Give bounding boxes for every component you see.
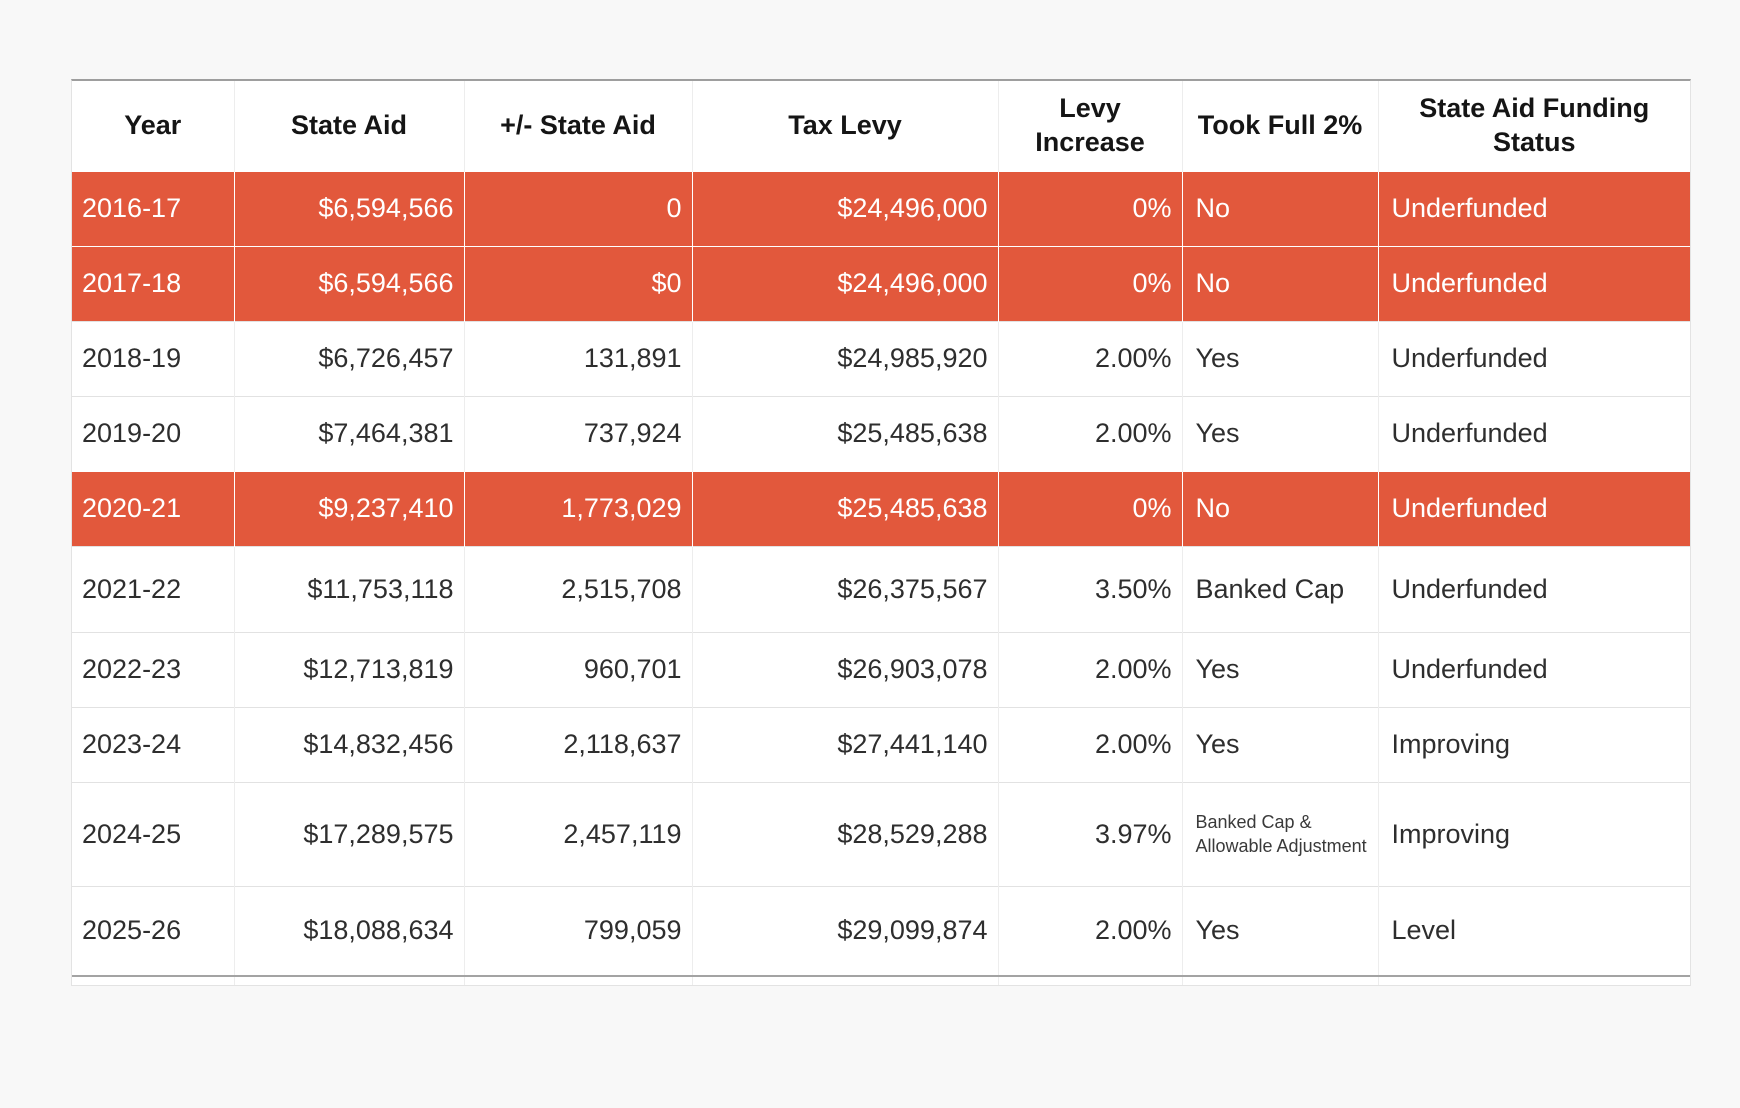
took-full-2-cell: Yes bbox=[1182, 706, 1379, 782]
delta-state-aid-cell: $0 bbox=[464, 245, 693, 321]
funding-status-cell: Underfunded bbox=[1378, 395, 1690, 471]
delta-state-aid-cell: 799,059 bbox=[464, 885, 693, 976]
levy-increase-cell: 2.00% bbox=[998, 320, 1183, 396]
state-aid-cell: $12,713,819 bbox=[234, 631, 465, 707]
delta-state-aid-cell: 2,515,708 bbox=[464, 545, 693, 632]
delta-state-aid-cell: 2,457,119 bbox=[464, 781, 693, 886]
year-cell: 2016-17 bbox=[72, 170, 235, 246]
col-header-delta-state-aid: +/- State Aid bbox=[464, 81, 693, 171]
funding-status-cell: Underfunded bbox=[1378, 545, 1690, 632]
year-cell: 2018-19 bbox=[72, 320, 235, 396]
state-aid-cell bbox=[234, 975, 465, 985]
levy-increase-cell: 2.00% bbox=[998, 885, 1183, 976]
funding-status-cell bbox=[1378, 975, 1690, 985]
table-row: 2021-22 $11,753,118 2,515,708 $26,375,56… bbox=[72, 545, 1690, 632]
levy-increase-cell: 3.50% bbox=[998, 545, 1183, 632]
tax-levy-cell: $24,985,920 bbox=[692, 320, 999, 396]
funding-status-cell: Underfunded bbox=[1378, 320, 1690, 396]
state-aid-cell: $6,594,566 bbox=[234, 245, 465, 321]
table-row: 2025-26 $18,088,634 799,059 $29,099,874 … bbox=[72, 885, 1690, 976]
tax-levy-cell: $25,485,638 bbox=[692, 470, 999, 546]
tax-levy-cell: $24,496,000 bbox=[692, 245, 999, 321]
tax-levy-cell: $27,441,140 bbox=[692, 706, 999, 782]
table-row: 2019-20 $7,464,381 737,924 $25,485,638 2… bbox=[72, 395, 1690, 471]
took-full-2-cell: No bbox=[1182, 470, 1379, 546]
took-full-2-cell: Yes bbox=[1182, 395, 1379, 471]
delta-state-aid-cell: 737,924 bbox=[464, 395, 693, 471]
year-cell: 2024-25 bbox=[72, 781, 235, 886]
funding-status-cell: Level bbox=[1378, 885, 1690, 976]
took-full-2-cell: No bbox=[1182, 245, 1379, 321]
delta-state-aid-cell: 1,773,029 bbox=[464, 470, 693, 546]
delta-state-aid-cell: 0 bbox=[464, 170, 693, 246]
took-full-2-cell: Yes bbox=[1182, 320, 1379, 396]
tax-levy-cell: $26,903,078 bbox=[692, 631, 999, 707]
took-full-2-cell: Yes bbox=[1182, 631, 1379, 707]
levy-increase-cell: 2.00% bbox=[998, 631, 1183, 707]
year-cell: 2023-24 bbox=[72, 706, 235, 782]
state-aid-cell: $17,289,575 bbox=[234, 781, 465, 886]
year-cell: 2025-26 bbox=[72, 885, 235, 976]
state-aid-cell: $9,237,410 bbox=[234, 470, 465, 546]
tax-levy-cell bbox=[692, 975, 999, 985]
state-aid-cell: $11,753,118 bbox=[234, 545, 465, 632]
took-full-2-cell: Yes bbox=[1182, 885, 1379, 976]
delta-state-aid-cell: 960,701 bbox=[464, 631, 693, 707]
table-row: 2016-17 $6,594,566 0 $24,496,000 0% No U… bbox=[72, 170, 1690, 246]
levy-increase-cell: 2.00% bbox=[998, 395, 1183, 471]
col-header-state-aid: State Aid bbox=[234, 81, 465, 171]
year-cell bbox=[72, 975, 235, 985]
year-cell: 2022-23 bbox=[72, 631, 235, 707]
levy-increase-cell: 2.00% bbox=[998, 706, 1183, 782]
funding-status-cell: Underfunded bbox=[1378, 631, 1690, 707]
state-aid-cell: $18,088,634 bbox=[234, 885, 465, 976]
table-row: 2022-23 $12,713,819 960,701 $26,903,078 … bbox=[72, 631, 1690, 707]
took-full-2-cell: No bbox=[1182, 170, 1379, 246]
col-header-year: Year bbox=[72, 81, 235, 171]
table-row: 2024-25 $17,289,575 2,457,119 $28,529,28… bbox=[72, 781, 1690, 886]
tax-levy-cell: $26,375,567 bbox=[692, 545, 999, 632]
funding-table: Year State Aid +/- State Aid Tax Levy Le… bbox=[72, 81, 1690, 985]
state-aid-cell: $14,832,456 bbox=[234, 706, 465, 782]
col-header-levy-increase: Levy Increase bbox=[998, 81, 1183, 171]
levy-increase-cell bbox=[998, 975, 1183, 985]
table-body: 2016-17 $6,594,566 0 $24,496,000 0% No U… bbox=[72, 170, 1690, 985]
clipped-partial-row bbox=[72, 975, 1690, 985]
table-row: 2020-21 $9,237,410 1,773,029 $25,485,638… bbox=[72, 470, 1690, 546]
table-row: 2023-24 $14,832,456 2,118,637 $27,441,14… bbox=[72, 706, 1690, 782]
took-full-2-cell: Banked Cap & Allowable Adjustment bbox=[1182, 781, 1379, 886]
col-header-took-full-2: Took Full 2% bbox=[1182, 81, 1379, 171]
year-cell: 2019-20 bbox=[72, 395, 235, 471]
state-aid-cell: $7,464,381 bbox=[234, 395, 465, 471]
tax-levy-cell: $24,496,000 bbox=[692, 170, 999, 246]
col-header-funding-status: State Aid Funding Status bbox=[1378, 81, 1690, 171]
tax-levy-cell: $25,485,638 bbox=[692, 395, 999, 471]
levy-increase-cell: 0% bbox=[998, 245, 1183, 321]
funding-status-cell: Underfunded bbox=[1378, 245, 1690, 321]
funding-status-cell: Improving bbox=[1378, 781, 1690, 886]
state-aid-cell: $6,726,457 bbox=[234, 320, 465, 396]
took-full-2-cell bbox=[1182, 975, 1379, 985]
year-cell: 2017-18 bbox=[72, 245, 235, 321]
took-full-2-cell: Banked Cap bbox=[1182, 545, 1379, 632]
delta-state-aid-cell bbox=[464, 975, 693, 985]
state-aid-cell: $6,594,566 bbox=[234, 170, 465, 246]
delta-state-aid-cell: 2,118,637 bbox=[464, 706, 693, 782]
table-row: 2018-19 $6,726,457 131,891 $24,985,920 2… bbox=[72, 320, 1690, 396]
tax-levy-cell: $29,099,874 bbox=[692, 885, 999, 976]
levy-increase-cell: 3.97% bbox=[998, 781, 1183, 886]
table-row: 2017-18 $6,594,566 $0 $24,496,000 0% No … bbox=[72, 245, 1690, 321]
delta-state-aid-cell: 131,891 bbox=[464, 320, 693, 396]
funding-status-cell: Underfunded bbox=[1378, 470, 1690, 546]
funding-table-container: Year State Aid +/- State Aid Tax Levy Le… bbox=[71, 79, 1691, 986]
levy-increase-cell: 0% bbox=[998, 470, 1183, 546]
col-header-tax-levy: Tax Levy bbox=[692, 81, 999, 171]
year-cell: 2021-22 bbox=[72, 545, 235, 632]
funding-status-cell: Underfunded bbox=[1378, 170, 1690, 246]
levy-increase-cell: 0% bbox=[998, 170, 1183, 246]
header-row: Year State Aid +/- State Aid Tax Levy Le… bbox=[72, 81, 1690, 171]
funding-status-cell: Improving bbox=[1378, 706, 1690, 782]
tax-levy-cell: $28,529,288 bbox=[692, 781, 999, 886]
year-cell: 2020-21 bbox=[72, 470, 235, 546]
